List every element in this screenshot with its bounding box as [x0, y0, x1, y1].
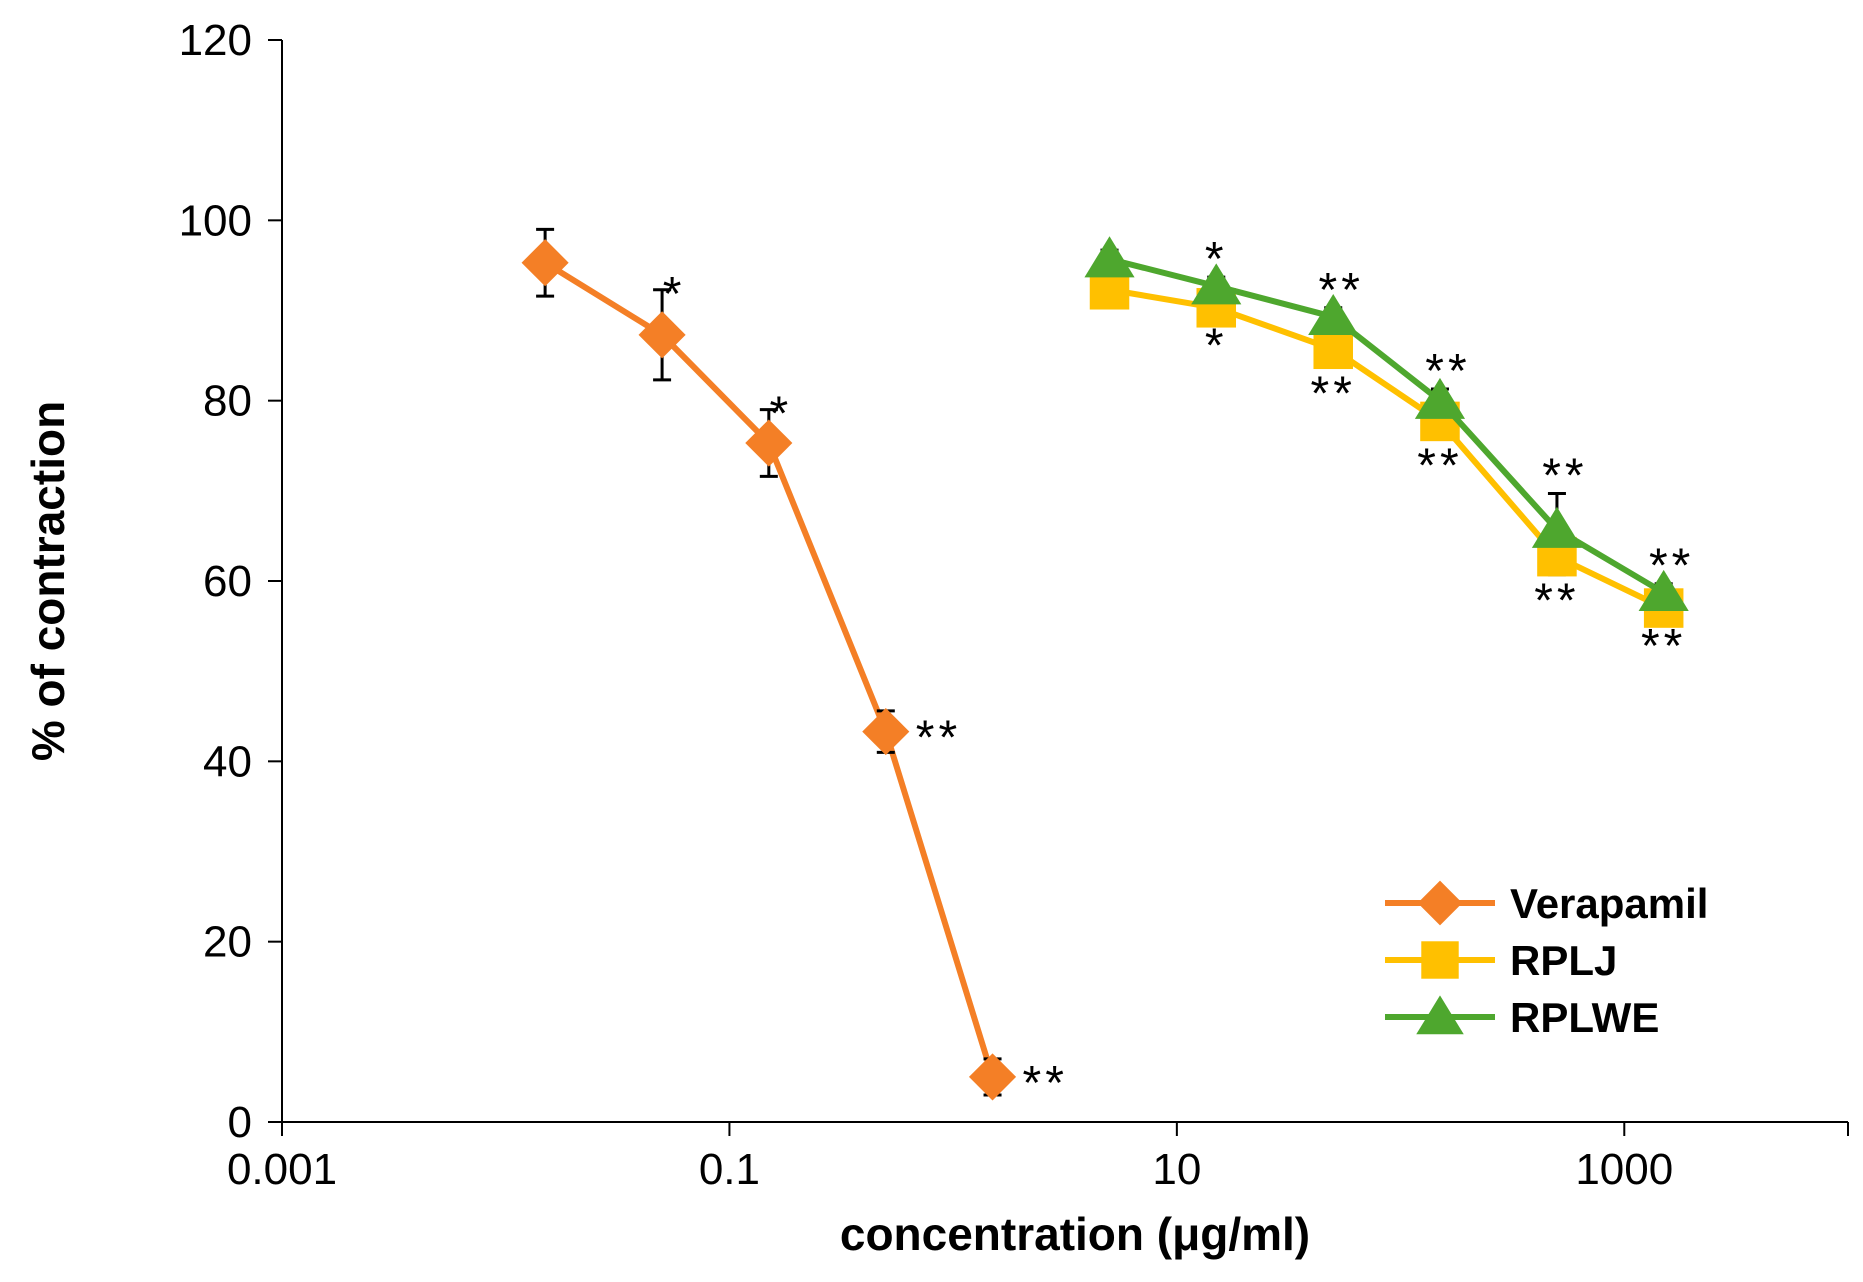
significance-label: **: [1417, 439, 1462, 492]
y-tick-label: 80: [203, 377, 252, 426]
legend-label: RPLJ: [1510, 937, 1617, 984]
data-point: [1638, 569, 1689, 611]
significance-markers: ************************: [663, 233, 1694, 1110]
series-line: [543, 260, 996, 1078]
series-rplwe: [1084, 236, 1689, 611]
x-tick-label: 1000: [1575, 1145, 1673, 1194]
significance-label: *: [1205, 320, 1228, 373]
plot-area: [521, 227, 1689, 1101]
data-point: [1308, 294, 1359, 336]
series-verapamil: [521, 227, 1017, 1101]
data-point: [1417, 880, 1463, 926]
x-tick-label: 10: [1152, 1145, 1201, 1194]
data-point: [1084, 236, 1135, 278]
x-tick-label: 0.1: [699, 1145, 760, 1194]
data-point: [638, 311, 686, 359]
y-tick-label: 120: [179, 16, 252, 65]
series-rplj: [1089, 270, 1684, 628]
significance-label: **: [1023, 1057, 1068, 1110]
data-point: [1416, 995, 1464, 1035]
data-point: [521, 239, 569, 287]
legend-item-verapamil: Verapamil: [1385, 880, 1708, 927]
data-point: [1313, 329, 1353, 370]
data-point: [968, 1053, 1017, 1101]
y-tick-label: 60: [203, 557, 252, 606]
significance-label: **: [916, 712, 961, 765]
series-line: [1108, 256, 1666, 596]
significance-label: *: [663, 268, 686, 321]
significance-label: **: [1542, 450, 1587, 503]
legend-item-rplj: RPLJ: [1385, 937, 1617, 984]
significance-label: **: [1425, 345, 1470, 398]
significance-label: **: [1649, 540, 1694, 593]
y-axis-title: % of contraction: [22, 401, 74, 761]
data-point: [1191, 263, 1242, 305]
legend-label: RPLWE: [1510, 994, 1659, 1041]
y-tick-label: 20: [203, 918, 252, 967]
y-tick-label: 40: [203, 737, 252, 786]
legend: Verapamil RPLJ RPLWE: [1385, 880, 1708, 1041]
data-point: [1414, 377, 1466, 419]
data-point: [1531, 506, 1583, 548]
data-point: [745, 419, 793, 467]
x-tick-label: 0.001: [227, 1145, 337, 1194]
legend-label: Verapamil: [1510, 880, 1708, 927]
significance-label: **: [1534, 575, 1579, 628]
significance-label: **: [1319, 264, 1364, 317]
significance-label: *: [1205, 233, 1228, 286]
x-axis-title: concentration (μg/ml): [840, 1208, 1310, 1260]
data-point: [862, 708, 910, 756]
data-point: [1421, 941, 1459, 979]
significance-label: **: [1311, 367, 1356, 420]
significance-label: **: [1641, 620, 1686, 673]
legend-item-rplwe: RPLWE: [1385, 994, 1659, 1041]
y-tick-label: 0: [228, 1098, 252, 1147]
significance-label: *: [769, 388, 792, 441]
y-tick-label: 100: [179, 196, 252, 245]
axes: 0 20 40 60 80 100 120 0.001 0.1 10 1000: [179, 16, 1849, 1194]
